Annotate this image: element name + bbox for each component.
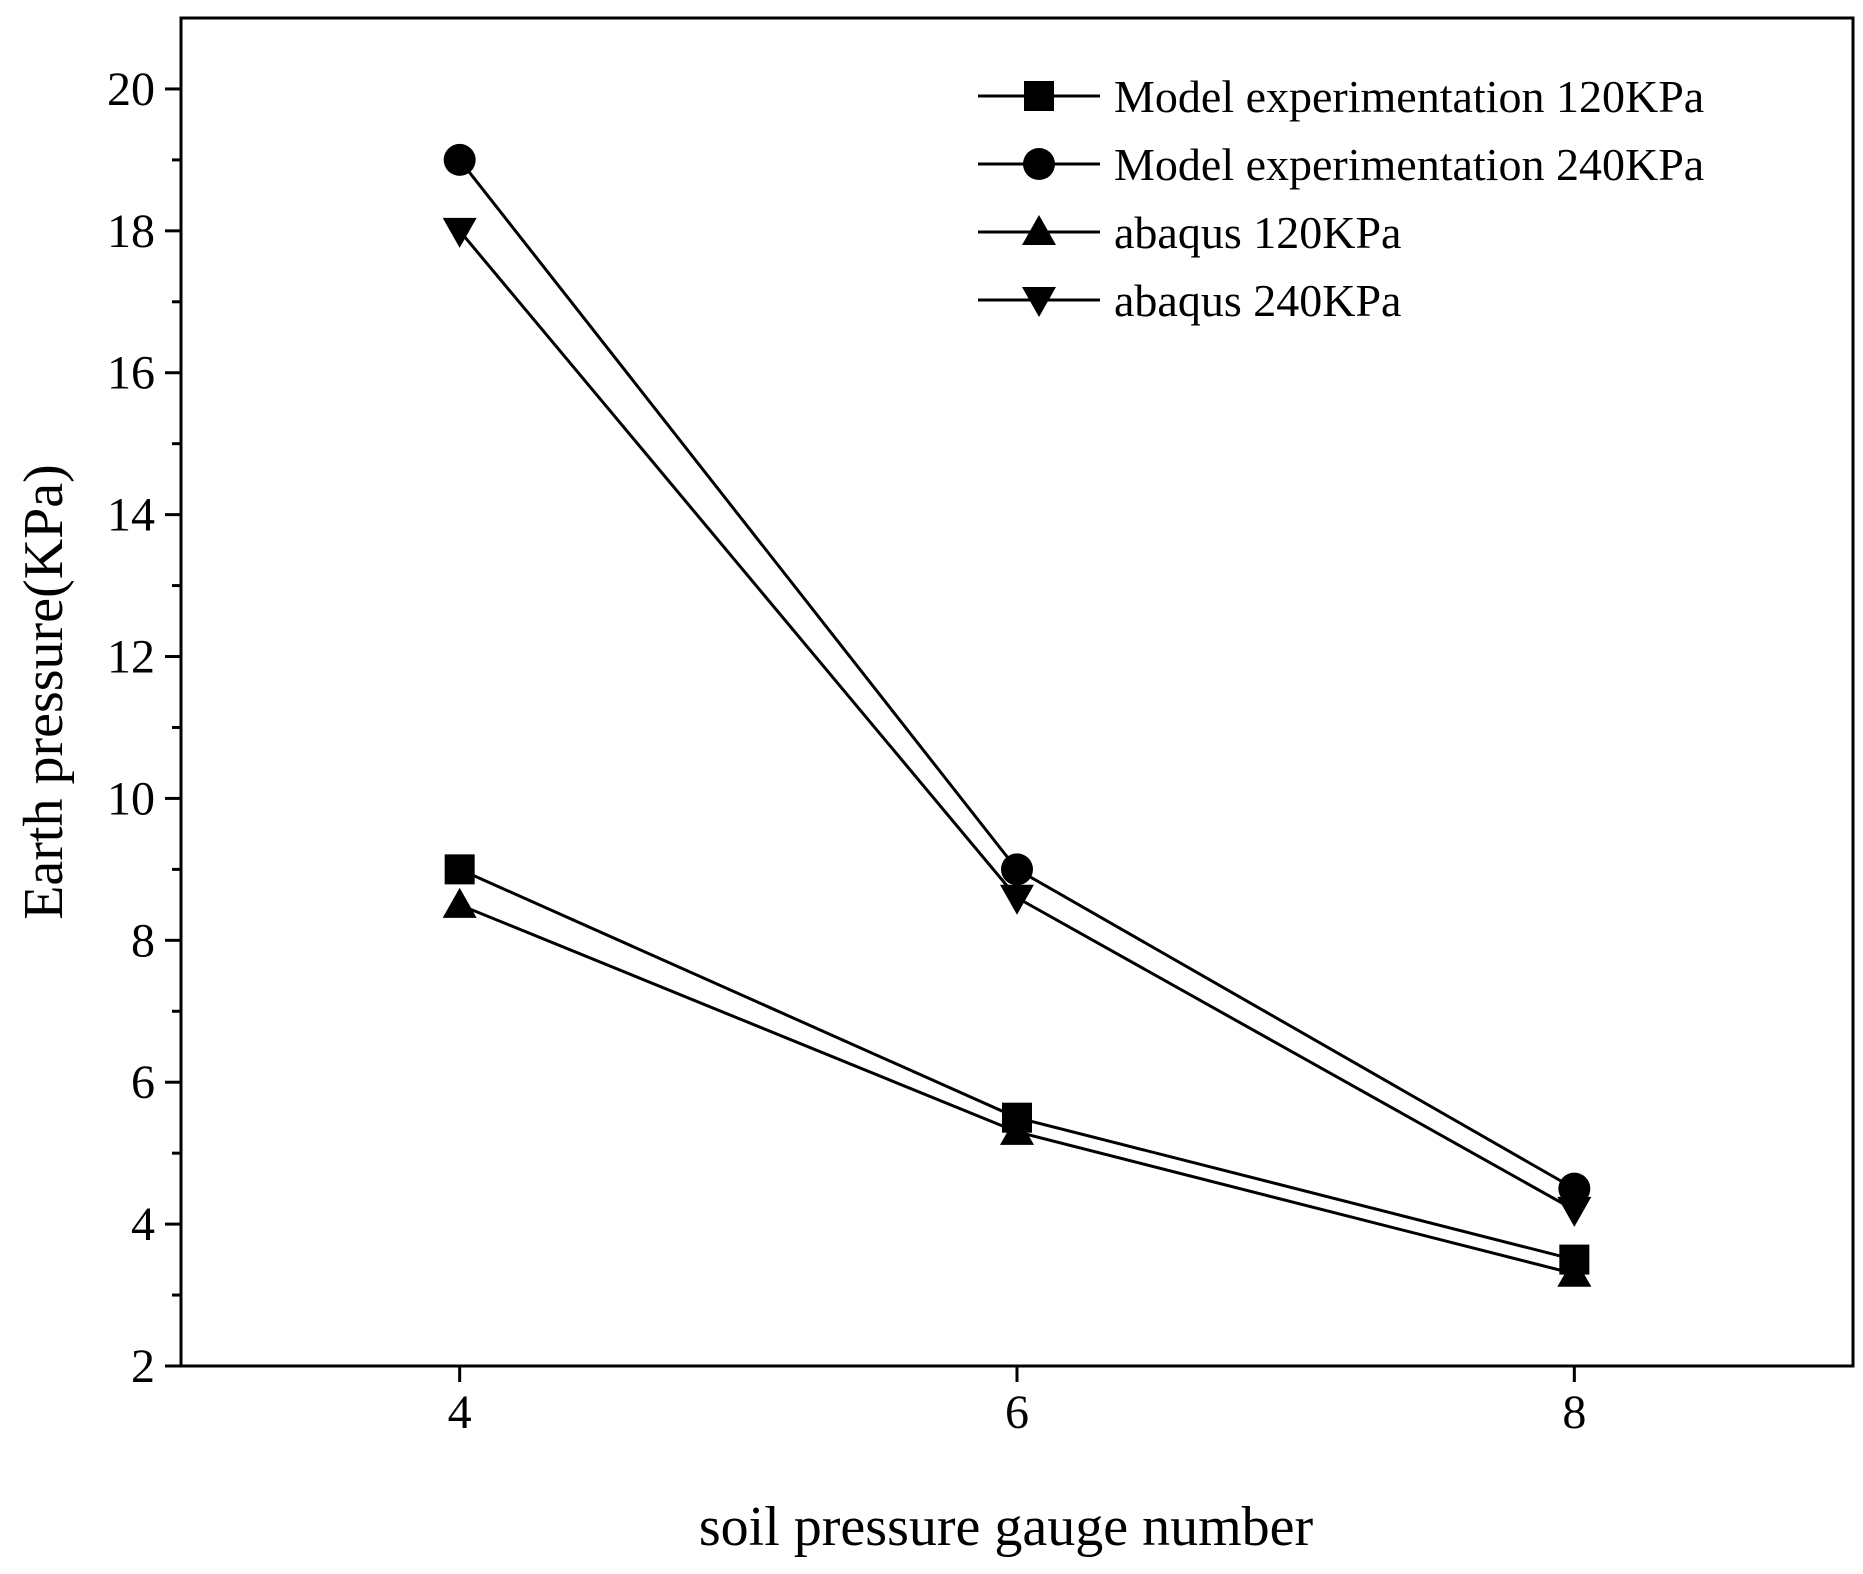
x-axis: 4 6 8 xyxy=(448,1366,1586,1439)
x-tick-label: 6 xyxy=(1005,1386,1029,1439)
data-point xyxy=(444,854,475,885)
legend-label: abaqus 240KPa xyxy=(1114,275,1401,326)
series-line xyxy=(458,229,1576,1212)
data-point xyxy=(1000,1114,1034,1145)
y-tick-label: 16 xyxy=(107,347,155,400)
y-axis-title: Earth pressure(KPa) xyxy=(13,464,75,920)
series-1 xyxy=(444,854,1590,1275)
data-point xyxy=(1001,853,1033,886)
series-line xyxy=(458,158,1576,1190)
series-4 xyxy=(442,217,1592,1227)
legend-label: Model experimentation 120KPa xyxy=(1114,71,1704,122)
y-tick-label: 6 xyxy=(131,1056,155,1109)
x-tick-label: 8 xyxy=(1562,1386,1586,1439)
plot-frame xyxy=(179,16,1855,1368)
legend-marker xyxy=(1022,215,1056,245)
legend-marker xyxy=(1024,81,1054,111)
data-point xyxy=(1557,1196,1592,1227)
series-3 xyxy=(442,887,1592,1287)
y-tick-label: 2 xyxy=(131,1340,155,1393)
legend-label: Model experimentation 240KPa xyxy=(1114,139,1704,190)
data-point xyxy=(442,887,477,918)
legend-label: abaqus 120KPa xyxy=(1114,207,1401,258)
series-layer xyxy=(442,143,1592,1287)
data-point xyxy=(1557,1256,1592,1287)
y-tick-label: 18 xyxy=(107,205,155,258)
y-tick-label: 8 xyxy=(131,914,155,967)
data-point xyxy=(443,143,476,176)
y-tick-label: 4 xyxy=(131,1198,155,1251)
legend-item: Model experimentation 120KPa xyxy=(978,71,1704,122)
x-axis-title: soil pressure gauge number xyxy=(699,1496,1314,1558)
legend-item: Model experimentation 240KPa xyxy=(978,139,1704,190)
y-tick-label: 10 xyxy=(107,772,155,825)
data-point xyxy=(1000,884,1034,915)
y-tick-label: 12 xyxy=(107,631,155,684)
data-point xyxy=(1558,1172,1591,1205)
legend-marker xyxy=(1023,148,1055,180)
y-tick-label: 14 xyxy=(107,489,155,542)
y-tick-label: 20 xyxy=(107,63,155,116)
y-axis: 2 4 6 8 10 12 14 16 18 20 xyxy=(107,63,181,1393)
legend-item: abaqus 120KPa xyxy=(978,207,1401,258)
data-point xyxy=(442,217,477,248)
series-2 xyxy=(443,143,1591,1205)
plot-border xyxy=(179,16,1855,1368)
legend-item: abaqus 240KPa xyxy=(978,275,1401,326)
series-line xyxy=(459,867,1575,1262)
legend-marker xyxy=(1022,287,1056,317)
x-tick-label: 4 xyxy=(448,1386,472,1439)
legend: Model experimentation 120KPa Model experi… xyxy=(978,71,1704,326)
